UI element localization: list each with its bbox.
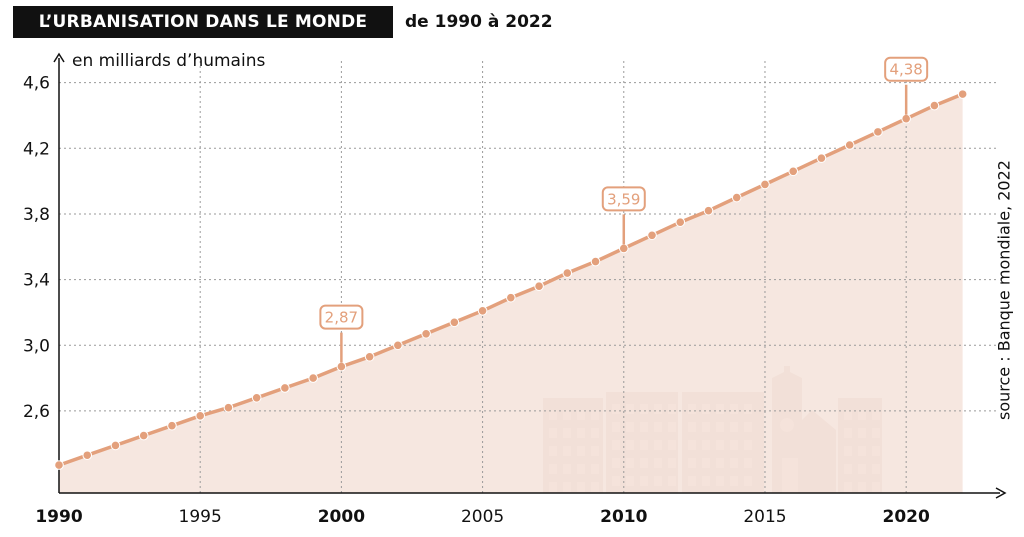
- data-point: [364, 351, 375, 362]
- chart-title: L’URBANISATION DANS LE MONDE: [13, 6, 393, 38]
- data-point: [901, 113, 911, 124]
- x-tick-label: 2010: [600, 507, 647, 527]
- x-tick-label: 1995: [179, 507, 222, 527]
- y-tick-labels: 2,6 3,0 3,4 3,8 4,2 4,6: [23, 74, 50, 422]
- x-tick-label: 2005: [461, 507, 504, 527]
- data-point: [506, 292, 516, 303]
- x-tick-label: 2020: [883, 507, 930, 527]
- y-tick-label: 3,4: [23, 271, 50, 291]
- data-point: [590, 256, 601, 267]
- callout-label: 4,38: [889, 61, 922, 79]
- axes: [53, 52, 1007, 499]
- data-point: [251, 392, 262, 403]
- y-axis-label: en milliards d’humains: [72, 51, 265, 71]
- data-point: [844, 140, 855, 150]
- data-point: [731, 192, 742, 203]
- data-point: [929, 100, 940, 111]
- data-point: [703, 205, 714, 216]
- data-point: [138, 430, 149, 441]
- chart-subtitle: de 1990 à 2022: [405, 12, 553, 32]
- data-point: [110, 440, 121, 451]
- area-fill: [59, 94, 963, 493]
- y-tick-label: 4,2: [23, 139, 50, 159]
- x-tick-label: 2015: [743, 507, 786, 527]
- y-tick-label: 4,6: [23, 74, 50, 94]
- data-point: [647, 230, 657, 241]
- y-tick-label: 3,8: [23, 205, 50, 225]
- value-callouts: 2,87 3,59 4,38: [319, 56, 929, 363]
- data-point: [760, 179, 770, 190]
- data-point: [195, 411, 205, 421]
- data-point: [336, 361, 347, 372]
- data-point: [562, 268, 573, 278]
- data-point: [957, 89, 968, 99]
- data-point: [873, 127, 883, 137]
- data-point: [816, 153, 827, 163]
- y-axis-arrow: [53, 52, 65, 63]
- x-tick-label: 1990: [35, 507, 82, 527]
- x-tick-labels: 1990 1995 2000 2005 2010 2015 2020: [35, 507, 930, 527]
- callout-label: 2,87: [325, 309, 358, 327]
- y-tick-label: 3,0: [23, 336, 50, 356]
- data-point: [534, 281, 544, 291]
- data-point: [82, 450, 93, 461]
- data-point: [280, 383, 290, 393]
- data-point: [54, 460, 64, 470]
- x-tick-label: 2000: [318, 507, 365, 527]
- data-point: [393, 340, 403, 351]
- data-point: [421, 328, 431, 339]
- callout-box: [601, 186, 646, 212]
- callout-box: [319, 304, 364, 330]
- data-point: [675, 217, 686, 227]
- callout-label: 3,59: [607, 190, 640, 208]
- data-point: [223, 402, 234, 413]
- data-point: [167, 420, 177, 431]
- data-point: [449, 317, 460, 328]
- data-point: [618, 243, 629, 254]
- source-note: source : Banque mondiale, 2022: [994, 160, 1014, 420]
- x-axis-arrow: [995, 487, 1007, 499]
- data-point: [308, 373, 318, 383]
- data-point: [788, 166, 799, 177]
- data-point: [477, 305, 488, 316]
- data-points: [54, 89, 968, 470]
- callout-box: [884, 56, 929, 82]
- y-tick-label: 2,6: [23, 402, 50, 422]
